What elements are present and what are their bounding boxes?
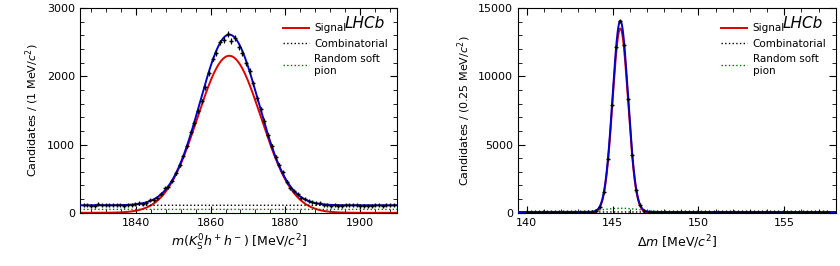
X-axis label: $m(K^0_{\mathrm{S}}h^+h^-)$ [MeV/$c^2$]: $m(K^0_{\mathrm{S}}h^+h^-)$ [MeV/$c^2$] bbox=[171, 233, 307, 253]
Text: LHCb: LHCb bbox=[783, 16, 823, 31]
Y-axis label: Candidates / (1 MeV/$c^2$): Candidates / (1 MeV/$c^2$) bbox=[24, 44, 41, 177]
Legend: Signal, Combinatorial, Random soft
pion: Signal, Combinatorial, Random soft pion bbox=[717, 19, 831, 80]
X-axis label: $\Delta m$ [MeV/$c^2$]: $\Delta m$ [MeV/$c^2$] bbox=[637, 233, 717, 251]
Y-axis label: Candidates / (0.25 MeV/$c^2$): Candidates / (0.25 MeV/$c^2$) bbox=[455, 35, 473, 186]
Text: LHCb: LHCb bbox=[344, 16, 385, 31]
Legend: Signal, Combinatorial, Random soft
pion: Signal, Combinatorial, Random soft pion bbox=[279, 19, 392, 80]
